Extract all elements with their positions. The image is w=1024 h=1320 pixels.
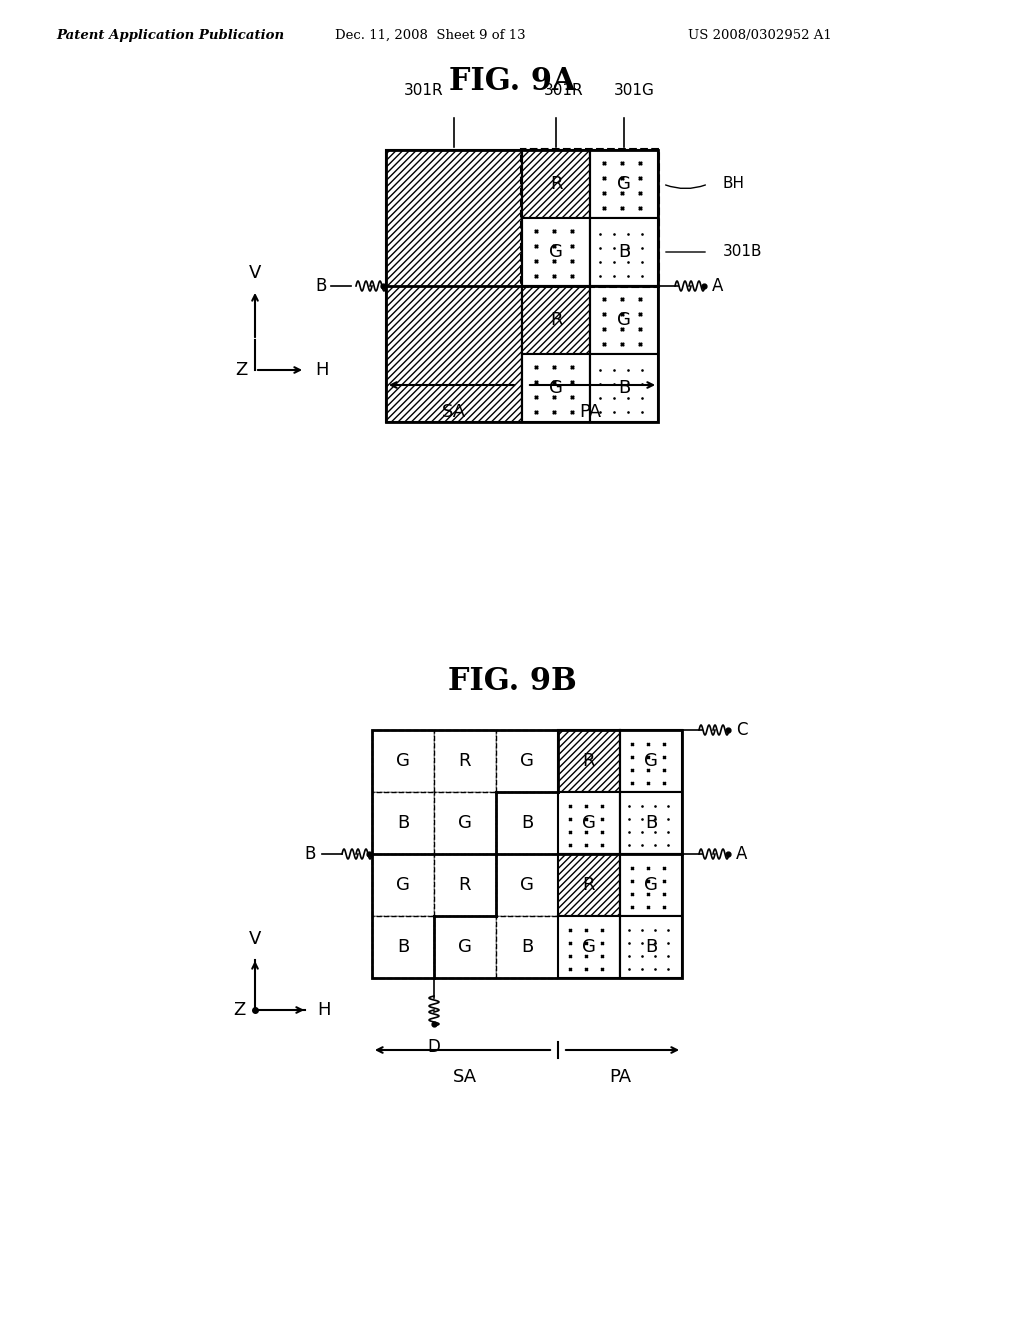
Bar xyxy=(434,792,496,854)
Text: H: H xyxy=(315,360,329,379)
Bar xyxy=(620,792,682,854)
Text: BH: BH xyxy=(723,177,745,191)
Text: SA: SA xyxy=(442,403,466,421)
Text: G: G xyxy=(549,379,563,397)
Bar xyxy=(620,854,682,916)
Text: A: A xyxy=(736,845,748,863)
Bar xyxy=(372,730,682,978)
Bar xyxy=(521,149,659,286)
Text: Patent Application Publication: Patent Application Publication xyxy=(56,29,284,41)
Bar xyxy=(590,354,658,422)
Bar xyxy=(496,730,558,792)
Text: G: G xyxy=(549,243,563,261)
Text: G: G xyxy=(520,752,534,770)
Text: R: R xyxy=(550,312,562,329)
Bar xyxy=(590,218,658,286)
Bar xyxy=(558,916,620,978)
Text: B: B xyxy=(617,243,630,261)
Bar xyxy=(522,354,590,422)
Bar xyxy=(620,730,682,792)
Bar xyxy=(434,854,496,916)
Text: 301B: 301B xyxy=(723,244,763,260)
Text: 301R: 301R xyxy=(404,83,443,98)
Text: 301G: 301G xyxy=(613,83,654,98)
Text: G: G xyxy=(458,814,472,832)
Bar xyxy=(620,916,682,978)
Bar xyxy=(386,150,658,422)
Text: G: G xyxy=(582,814,596,832)
Text: A: A xyxy=(713,277,724,294)
Bar xyxy=(372,916,434,978)
Text: G: G xyxy=(644,752,658,770)
Text: R: R xyxy=(583,752,595,770)
Text: D: D xyxy=(428,1038,440,1056)
Text: B: B xyxy=(397,814,410,832)
Text: B: B xyxy=(397,939,410,956)
Text: PA: PA xyxy=(609,1068,631,1086)
Text: C: C xyxy=(736,721,748,739)
Text: R: R xyxy=(459,876,471,894)
Text: G: G xyxy=(458,939,472,956)
Text: G: G xyxy=(617,176,631,193)
Text: R: R xyxy=(583,876,595,894)
Bar xyxy=(496,792,558,854)
Text: B: B xyxy=(617,379,630,397)
Bar xyxy=(372,792,434,854)
Text: B: B xyxy=(521,814,534,832)
Text: PA: PA xyxy=(579,403,601,421)
Bar xyxy=(590,150,658,218)
Bar xyxy=(558,730,620,792)
Text: 301R: 301R xyxy=(544,83,584,98)
Bar xyxy=(372,854,434,916)
Text: SA: SA xyxy=(453,1068,477,1086)
Text: R: R xyxy=(550,176,562,193)
Text: B: B xyxy=(304,845,315,863)
Text: B: B xyxy=(645,814,657,832)
Bar xyxy=(372,730,434,792)
Text: FIG. 9B: FIG. 9B xyxy=(447,667,577,697)
Text: Z: Z xyxy=(232,1001,245,1019)
Text: Dec. 11, 2008  Sheet 9 of 13: Dec. 11, 2008 Sheet 9 of 13 xyxy=(335,29,525,41)
Text: R: R xyxy=(459,752,471,770)
Text: V: V xyxy=(249,931,261,948)
Bar xyxy=(496,916,558,978)
Text: Z: Z xyxy=(234,360,247,379)
Bar xyxy=(386,150,522,422)
Text: H: H xyxy=(317,1001,331,1019)
Bar xyxy=(496,854,558,916)
Bar xyxy=(590,286,658,354)
Text: B: B xyxy=(521,939,534,956)
Text: B: B xyxy=(315,277,327,294)
Text: G: G xyxy=(617,312,631,329)
Bar xyxy=(522,286,590,354)
Text: G: G xyxy=(396,876,410,894)
Bar xyxy=(434,730,496,792)
Bar xyxy=(434,916,496,978)
Bar xyxy=(558,792,620,854)
Bar xyxy=(522,150,590,218)
Text: G: G xyxy=(396,752,410,770)
Text: V: V xyxy=(249,264,261,282)
Text: FIG. 9A: FIG. 9A xyxy=(449,66,575,98)
Bar xyxy=(558,854,620,916)
Text: G: G xyxy=(644,876,658,894)
Text: G: G xyxy=(582,939,596,956)
Text: B: B xyxy=(645,939,657,956)
Text: G: G xyxy=(520,876,534,894)
Text: US 2008/0302952 A1: US 2008/0302952 A1 xyxy=(688,29,831,41)
Bar xyxy=(522,218,590,286)
